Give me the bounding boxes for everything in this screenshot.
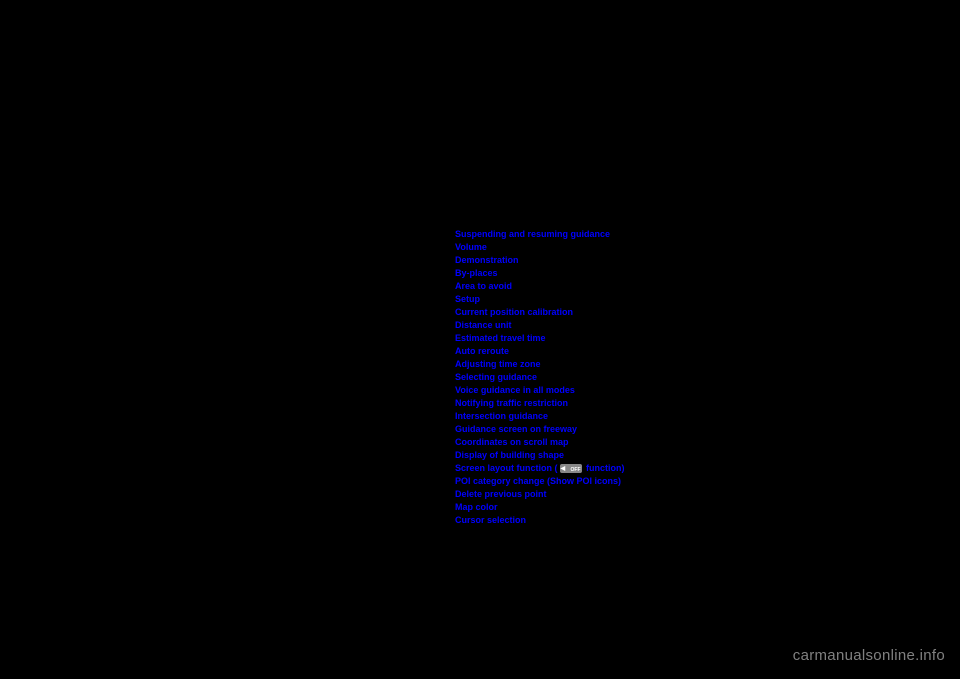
link-voice-guidance-all-modes[interactable]: Voice guidance in all modes	[455, 384, 775, 397]
link-volume[interactable]: Volume	[455, 241, 775, 254]
link-screen-layout-function[interactable]: Screen layout function ( function)	[455, 462, 775, 475]
link-adjusting-time-zone[interactable]: Adjusting time zone	[455, 358, 775, 371]
link-delete-previous-point[interactable]: Delete previous point	[455, 488, 775, 501]
link-current-position-calibration[interactable]: Current position calibration	[455, 306, 775, 319]
link-distance-unit[interactable]: Distance unit	[455, 319, 775, 332]
link-notifying-traffic-restriction[interactable]: Notifying traffic restriction	[455, 397, 775, 410]
link-guidance-screen-freeway[interactable]: Guidance screen on freeway	[455, 423, 775, 436]
watermark-text: carmanualsonline.info	[793, 647, 945, 664]
link-display-building-shape[interactable]: Display of building shape	[455, 449, 775, 462]
link-selecting-guidance[interactable]: Selecting guidance	[455, 371, 775, 384]
link-by-places[interactable]: By-places	[455, 267, 775, 280]
link-map-color[interactable]: Map color	[455, 501, 775, 514]
manual-links-section: Suspending and resuming guidanceVolumeDe…	[455, 228, 775, 527]
link-area-to-avoid[interactable]: Area to avoid	[455, 280, 775, 293]
link-coordinates-scroll-map[interactable]: Coordinates on scroll map	[455, 436, 775, 449]
link-intersection-guidance[interactable]: Intersection guidance	[455, 410, 775, 423]
link-setup[interactable]: Setup	[455, 293, 775, 306]
link-auto-reroute[interactable]: Auto reroute	[455, 345, 775, 358]
link-poi-category-change[interactable]: POI category change (Show POI icons)	[455, 475, 775, 488]
link-cursor-selection[interactable]: Cursor selection	[455, 514, 775, 527]
link-estimated-travel-time[interactable]: Estimated travel time	[455, 332, 775, 345]
link-demonstration[interactable]: Demonstration	[455, 254, 775, 267]
off-button-icon	[560, 464, 582, 473]
link-suspending-resuming-guidance[interactable]: Suspending and resuming guidance	[455, 228, 775, 241]
